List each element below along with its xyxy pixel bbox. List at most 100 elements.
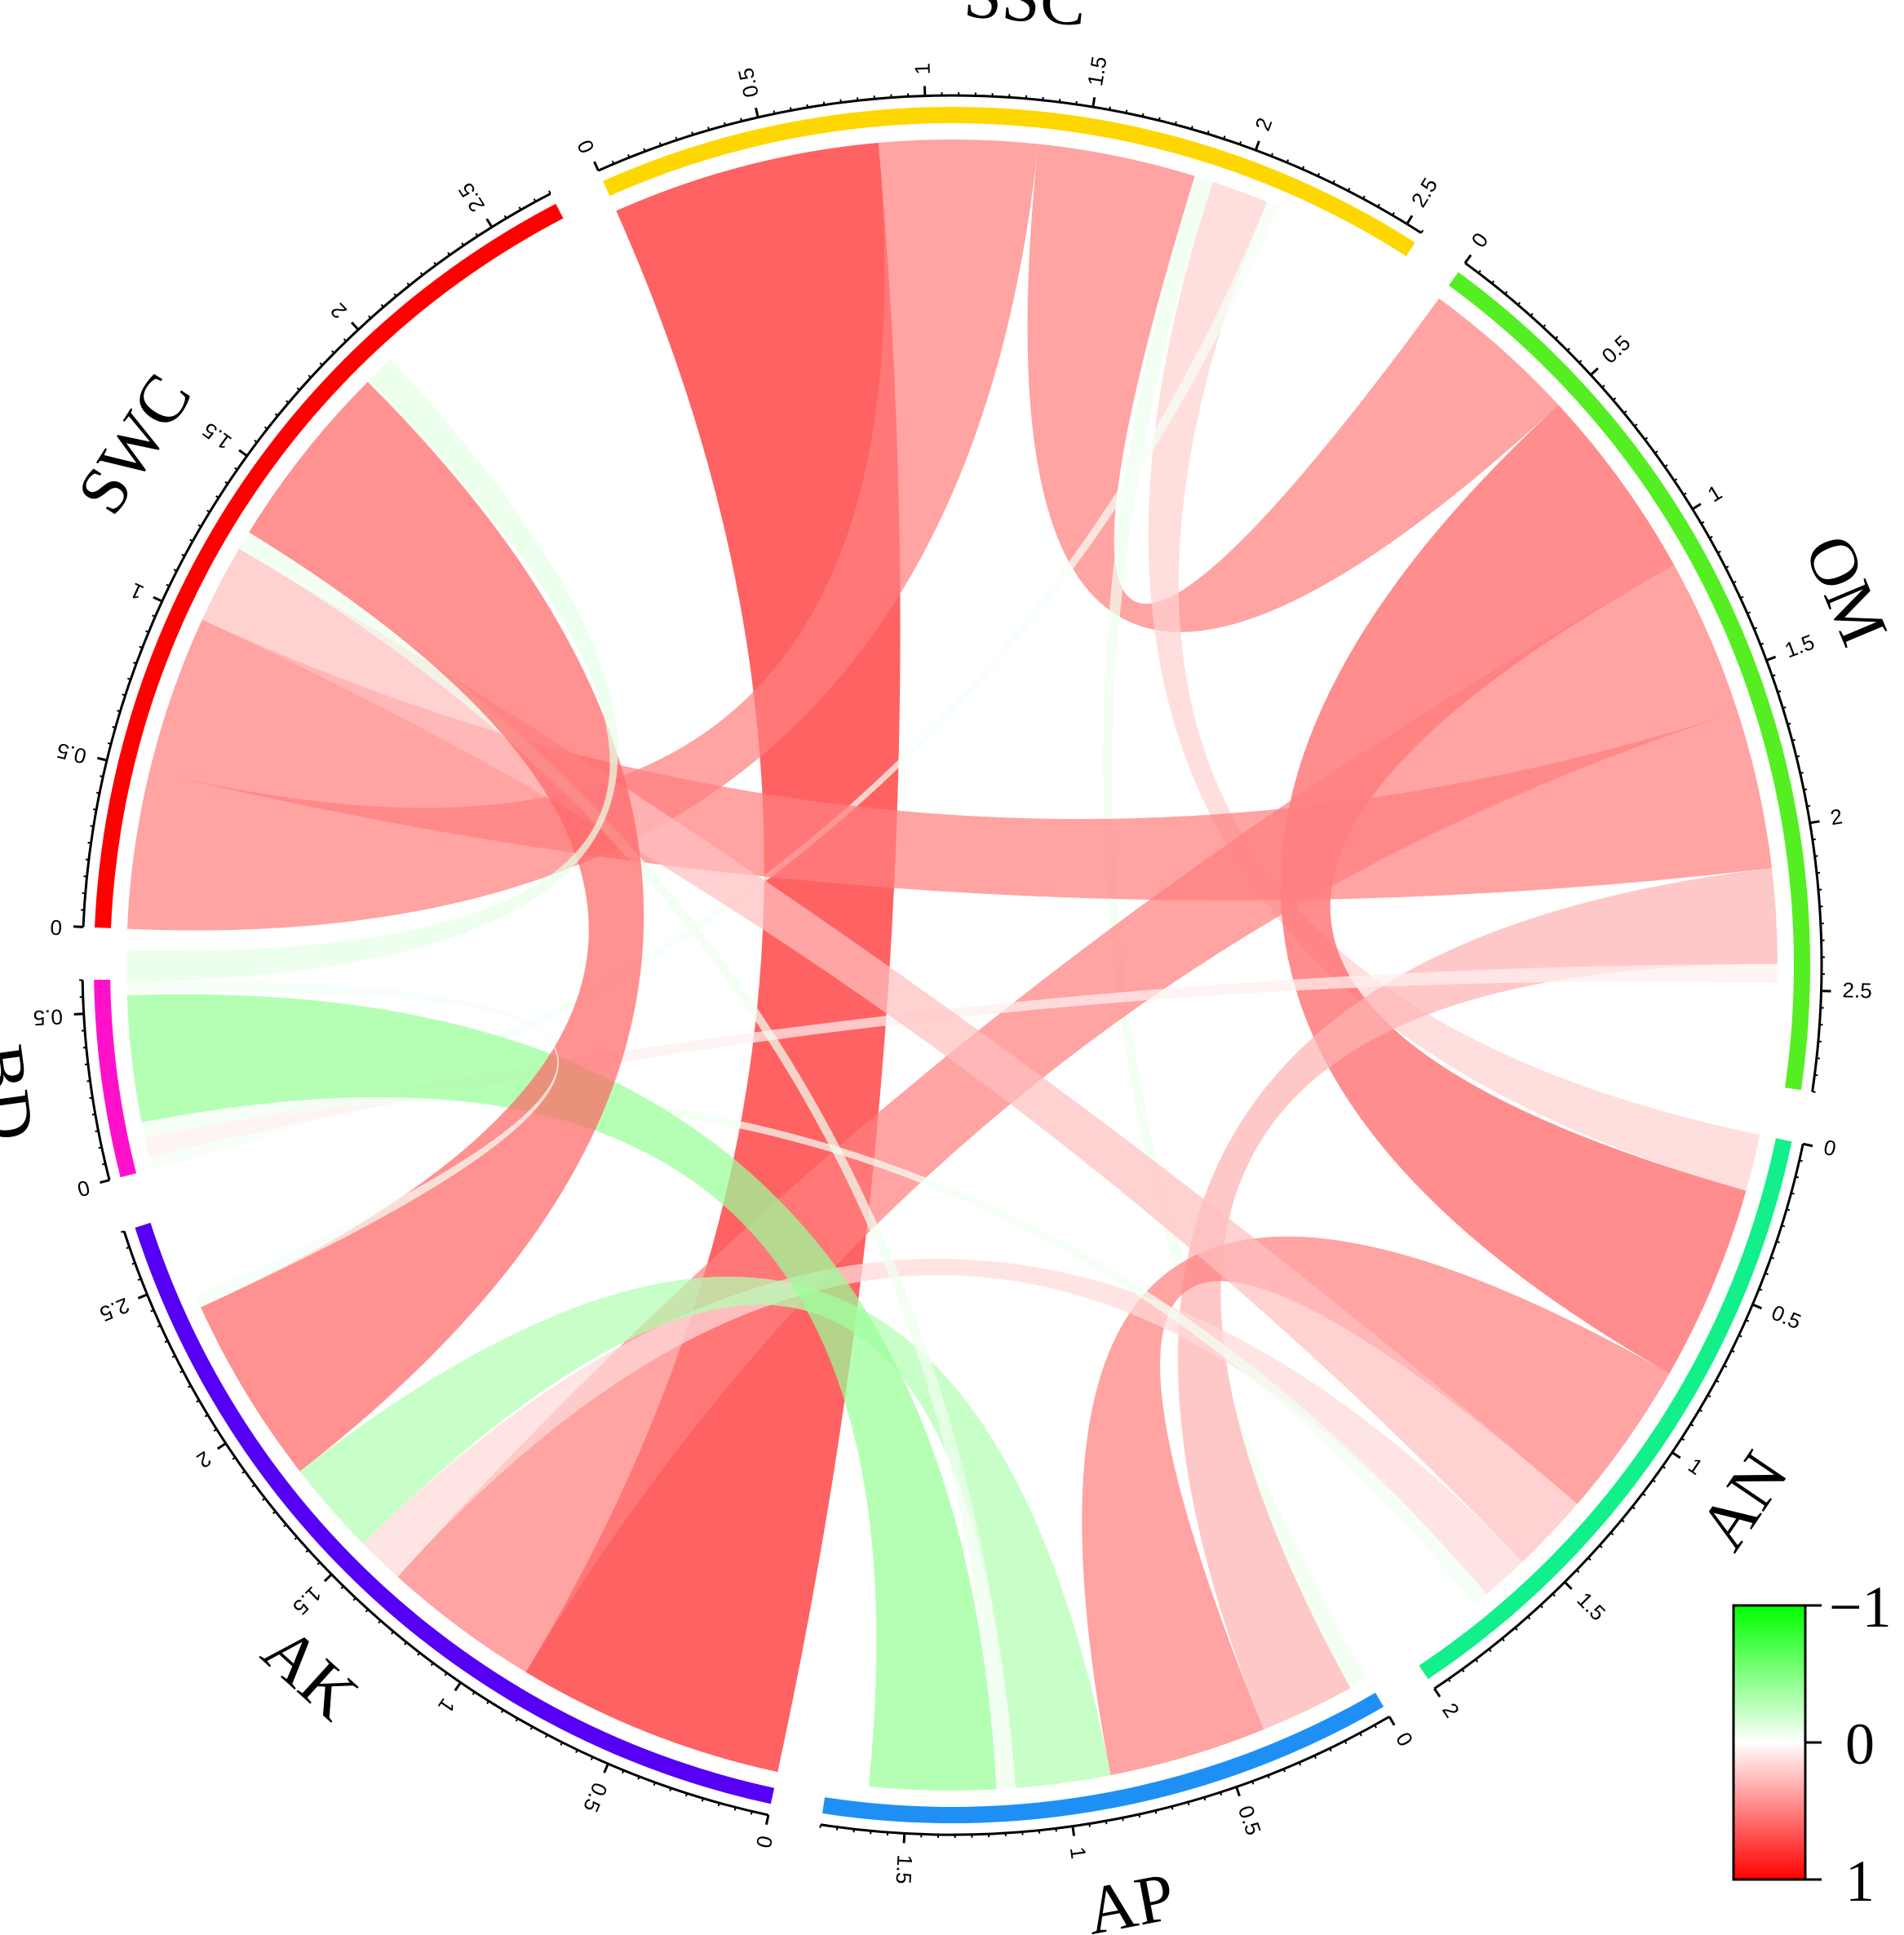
minor-tick	[475, 232, 479, 237]
minor-tick	[1075, 100, 1078, 105]
minor-tick	[308, 374, 312, 379]
sector-axis-om	[1464, 262, 1823, 1092]
minor-tick	[1501, 1637, 1505, 1642]
minor-tick	[1377, 203, 1380, 208]
sector-label-ap: AP	[1080, 1859, 1180, 1935]
sector-label-bd: BD	[0, 1040, 49, 1145]
minor-tick	[206, 509, 210, 513]
minor-tick	[1491, 280, 1495, 284]
minor-tick	[518, 206, 522, 210]
chord-an-ak	[362, 1259, 1523, 1595]
minor-tick	[611, 160, 615, 165]
minor-tick	[529, 1726, 534, 1730]
minor-tick	[305, 1549, 309, 1553]
tick-label-swc: 0.5	[55, 738, 89, 769]
minor-tick	[701, 1798, 704, 1802]
minor-tick	[1122, 1818, 1124, 1822]
sector-axis-bd	[81, 980, 111, 1181]
minor-tick	[139, 645, 143, 649]
minor-tick	[189, 538, 193, 542]
major-tick	[1406, 215, 1414, 225]
minor-tick	[368, 315, 372, 319]
minor-tick	[95, 791, 100, 795]
minor-tick	[806, 104, 808, 108]
minor-tick	[789, 107, 792, 111]
minor-tick	[1634, 423, 1638, 427]
minor-tick	[213, 1428, 218, 1432]
minor-tick	[378, 1619, 382, 1624]
major-tick	[153, 596, 163, 603]
minor-tick	[317, 1561, 321, 1565]
major-tick	[1091, 97, 1096, 108]
chord-ak-swc	[201, 382, 644, 1472]
chord-om-swc	[149, 619, 1773, 901]
minor-tick	[1362, 195, 1366, 200]
tick-label-ak: 1	[433, 1694, 460, 1718]
sector-axis-swc	[82, 193, 551, 928]
minor-tick	[637, 1776, 640, 1780]
minor-tick	[417, 1652, 421, 1656]
minor-tick	[1488, 1648, 1492, 1653]
minor-tick	[1803, 788, 1808, 791]
minor-tick	[560, 1742, 564, 1746]
minor-tick	[1758, 1288, 1763, 1291]
tick-label-an: 0	[1822, 1135, 1838, 1161]
tick-label-bd: 0	[75, 1176, 92, 1202]
minor-tick	[684, 1792, 689, 1797]
major-tick	[485, 218, 494, 228]
tick-label-an: 0.5	[1768, 1300, 1804, 1335]
minor-tick	[1612, 397, 1617, 401]
minor-tick	[839, 99, 842, 103]
links-layer	[126, 139, 1778, 1791]
minor-tick	[1187, 1801, 1190, 1806]
minor-tick	[1621, 1519, 1625, 1523]
minor-tick	[1554, 335, 1559, 340]
minor-tick	[819, 1824, 821, 1828]
minor-tick	[1747, 611, 1751, 614]
minor-tick	[319, 362, 323, 366]
minor-tick	[1504, 290, 1508, 294]
chord-ssc-om	[1027, 144, 1559, 632]
minor-tick	[1731, 1349, 1735, 1353]
minor-tick	[1770, 1256, 1775, 1260]
minor-tick	[1791, 1192, 1795, 1195]
major-tick	[1671, 1451, 1681, 1459]
minor-tick	[404, 1641, 408, 1645]
tick-label-ssc: 1	[910, 63, 934, 75]
minor-tick	[380, 303, 384, 308]
minor-tick	[1753, 627, 1758, 630]
major-tick	[100, 1179, 110, 1184]
tick-label-an: 1	[1684, 1453, 1707, 1480]
minor-tick	[590, 1756, 594, 1760]
major-tick	[1765, 655, 1777, 662]
minor-tick	[272, 1511, 277, 1515]
minor-tick	[486, 1700, 490, 1705]
tick-label-ap: 1.5	[891, 1854, 917, 1885]
minor-tick	[1772, 674, 1776, 677]
minor-tick	[1765, 1272, 1769, 1276]
minor-tick	[545, 1734, 548, 1738]
minor-tick	[1662, 1465, 1666, 1469]
tick-label-ssc: 0.5	[733, 65, 764, 100]
tick-label-ssc: 2.5	[1406, 174, 1442, 212]
minor-tick	[1745, 1319, 1750, 1322]
minor-tick	[447, 251, 451, 256]
minor-tick	[1814, 1074, 1818, 1077]
minor-tick	[1286, 159, 1290, 163]
minor-tick	[1088, 1823, 1091, 1827]
sector-axis-ap	[820, 1716, 1390, 1836]
chord-ap-bd	[126, 994, 997, 1791]
minor-tick	[1654, 450, 1658, 454]
major-tick	[764, 1814, 770, 1826]
minor-tick	[393, 293, 397, 297]
minor-tick	[181, 553, 185, 557]
major-tick	[350, 321, 360, 331]
minor-tick	[1814, 855, 1818, 857]
minor-tick	[419, 272, 423, 276]
minor-tick	[444, 1672, 448, 1676]
major-tick	[1691, 503, 1702, 511]
tick-label-ssc: 2	[1250, 114, 1277, 134]
tick-label-om: 0	[1466, 228, 1493, 252]
tick-label-ap: 0.5	[1233, 1802, 1266, 1838]
minor-tick	[461, 242, 465, 246]
